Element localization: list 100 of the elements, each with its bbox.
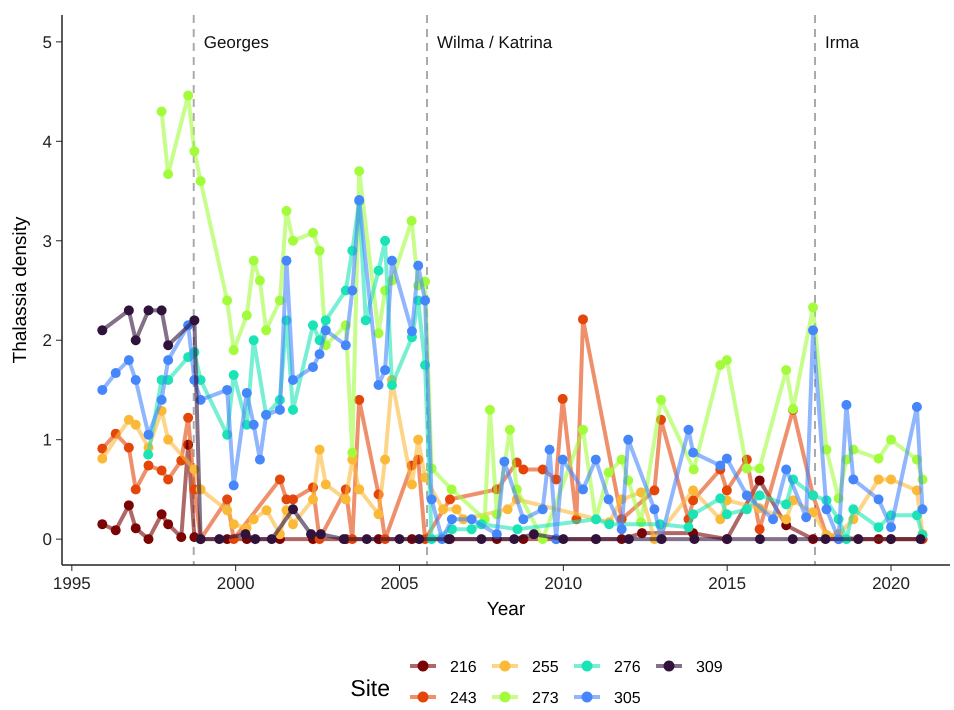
point: [288, 494, 298, 504]
point: [196, 176, 206, 186]
point: [308, 228, 318, 238]
point: [386, 380, 397, 390]
point: [406, 479, 417, 490]
point: [689, 534, 700, 544]
point: [420, 276, 430, 287]
legend-label: 243: [450, 690, 477, 707]
point: [754, 524, 765, 534]
x-tick-label: 2010: [544, 574, 582, 593]
point: [715, 493, 726, 504]
point: [636, 528, 647, 538]
legend-label: 216: [450, 659, 477, 676]
y-tick-label: 1: [42, 430, 52, 450]
point: [781, 499, 792, 510]
point: [261, 325, 272, 336]
point: [636, 487, 646, 498]
legend-title: Site: [350, 675, 390, 701]
point: [274, 474, 285, 484]
point: [512, 484, 522, 494]
point: [466, 524, 477, 534]
point: [183, 412, 194, 423]
point: [156, 466, 167, 476]
point: [347, 534, 358, 544]
point: [754, 534, 765, 544]
legend-label: 273: [532, 690, 559, 707]
point: [97, 519, 108, 530]
point: [509, 534, 520, 544]
point: [288, 236, 298, 246]
point: [281, 206, 292, 216]
point: [394, 534, 405, 544]
point: [512, 458, 522, 468]
point: [189, 146, 200, 156]
point: [354, 484, 364, 494]
point: [288, 504, 298, 514]
point: [97, 444, 108, 454]
point: [754, 490, 765, 500]
point: [874, 534, 884, 544]
point: [124, 414, 134, 425]
point: [156, 509, 167, 520]
y-tick-label: 4: [42, 132, 52, 152]
point: [144, 460, 154, 471]
point: [512, 494, 522, 504]
point: [788, 474, 798, 484]
point: [143, 450, 154, 460]
point: [189, 464, 200, 475]
point: [110, 428, 121, 439]
point: [426, 464, 437, 474]
point: [688, 464, 699, 475]
point: [228, 519, 239, 530]
point: [288, 519, 298, 530]
point: [163, 434, 174, 445]
point: [196, 484, 206, 494]
point: [504, 424, 515, 435]
point: [189, 347, 200, 358]
point: [446, 484, 457, 494]
point: [655, 519, 666, 530]
point: [266, 534, 277, 544]
point: [458, 514, 468, 524]
point: [834, 493, 844, 504]
y-tick-label: 0: [42, 530, 52, 550]
point: [834, 514, 844, 524]
point: [722, 509, 732, 520]
x-tick-label: 1995: [52, 574, 91, 593]
point: [362, 534, 372, 544]
point: [538, 534, 548, 544]
point: [420, 360, 430, 370]
point: [110, 525, 121, 536]
point: [320, 479, 331, 490]
point: [848, 514, 858, 524]
point: [250, 534, 260, 544]
point: [156, 305, 167, 316]
point: [551, 474, 562, 484]
point: [308, 482, 318, 492]
point: [176, 532, 186, 542]
point: [444, 494, 455, 504]
point: [380, 534, 390, 544]
point: [183, 90, 194, 101]
point: [624, 534, 634, 544]
point: [248, 256, 259, 266]
point: [722, 355, 732, 366]
point: [261, 505, 272, 516]
point: [808, 507, 818, 518]
point: [222, 430, 232, 440]
y-tick-label: 2: [42, 331, 52, 350]
point: [374, 266, 384, 276]
point: [374, 509, 384, 520]
point: [314, 246, 325, 256]
point: [649, 485, 660, 496]
point: [558, 394, 568, 404]
point: [144, 305, 154, 316]
point: [228, 534, 239, 544]
point: [274, 295, 285, 306]
point: [163, 340, 174, 350]
point: [874, 474, 884, 484]
point: [688, 495, 698, 506]
point: [130, 484, 141, 494]
point: [912, 485, 922, 496]
point: [808, 302, 818, 312]
point: [156, 406, 167, 416]
